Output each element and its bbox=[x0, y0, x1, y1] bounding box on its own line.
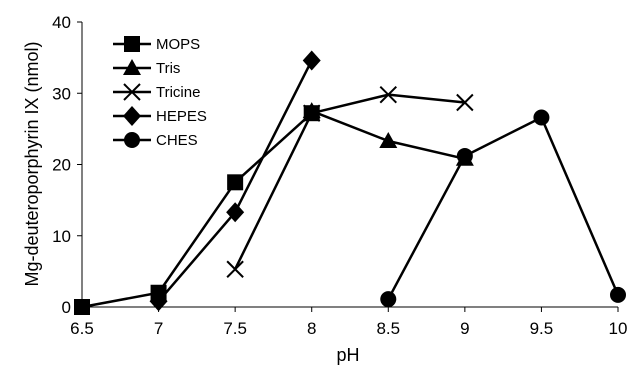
data-point-ches bbox=[610, 286, 626, 303]
legend-item-ches: CHES bbox=[113, 132, 198, 149]
x-tick-label: 6.5 bbox=[70, 319, 94, 338]
x-tick-label: 9.5 bbox=[530, 319, 554, 338]
y-tick-label: 30 bbox=[52, 84, 71, 103]
data-point-tris bbox=[379, 131, 398, 148]
y-tick-label: 20 bbox=[52, 156, 71, 175]
x-tick-label: 7 bbox=[154, 319, 163, 338]
y-tick-label: 40 bbox=[52, 13, 71, 32]
data-point-tricine bbox=[226, 260, 244, 278]
data-point-hepes bbox=[149, 291, 168, 312]
x-tick-label: 9 bbox=[460, 319, 469, 338]
x-tick-label: 7.5 bbox=[223, 319, 247, 338]
data-point-ches bbox=[380, 291, 397, 308]
y-tick-label: 10 bbox=[52, 227, 71, 246]
data-point-tricine bbox=[456, 93, 474, 112]
legend-marker bbox=[123, 59, 141, 75]
data-point-ches bbox=[533, 109, 550, 126]
y-tick-label: 0 bbox=[62, 298, 71, 317]
x-tick-label: 8.5 bbox=[376, 319, 400, 338]
x-axis-title: pH bbox=[336, 345, 359, 365]
series-line-tricine bbox=[234, 93, 465, 270]
data-point-tris bbox=[302, 102, 321, 119]
series-line-mops bbox=[81, 112, 313, 309]
series-hepes bbox=[149, 50, 321, 312]
legend-label: HEPES bbox=[156, 108, 207, 125]
legend-item-mops: MOPS bbox=[113, 36, 200, 53]
legend-label: CHES bbox=[156, 132, 198, 149]
data-point-tricine bbox=[303, 104, 321, 122]
data-point-ches bbox=[456, 147, 473, 164]
series-tricine bbox=[226, 85, 474, 278]
y-axis-title: Mg-deuteroporphyrin IX (nmol) bbox=[22, 41, 42, 286]
legend-label: MOPS bbox=[156, 36, 200, 53]
x-tick-label: 8 bbox=[307, 319, 316, 338]
legend-item-hepes: HEPES bbox=[113, 106, 207, 126]
legend-marker bbox=[124, 36, 140, 52]
legend: MOPS Tris Tricine HEPES CHES bbox=[113, 36, 207, 149]
series-ches bbox=[380, 109, 626, 308]
axes: 0 10 20 30 40 6.5 7 7.5 8 8.5 9 9.5 10 bbox=[52, 13, 627, 338]
legend-item-tricine: Tricine bbox=[113, 83, 200, 101]
series-line-ches bbox=[387, 116, 620, 300]
series-layer bbox=[74, 50, 626, 315]
data-point-mops bbox=[74, 299, 90, 315]
data-point-tricine bbox=[379, 85, 397, 104]
legend-label: Tris bbox=[156, 60, 180, 77]
x-tick-label: 10 bbox=[609, 319, 628, 338]
data-point-hepes bbox=[302, 50, 321, 71]
data-point-mops bbox=[227, 174, 244, 191]
legend-marker bbox=[123, 106, 141, 126]
legend-item-tris: Tris bbox=[113, 59, 180, 77]
legend-marker bbox=[124, 132, 140, 148]
series-tris bbox=[302, 102, 474, 166]
legend-label: Tricine bbox=[156, 84, 200, 101]
data-point-hepes bbox=[226, 202, 245, 223]
legend-marker bbox=[123, 83, 141, 101]
